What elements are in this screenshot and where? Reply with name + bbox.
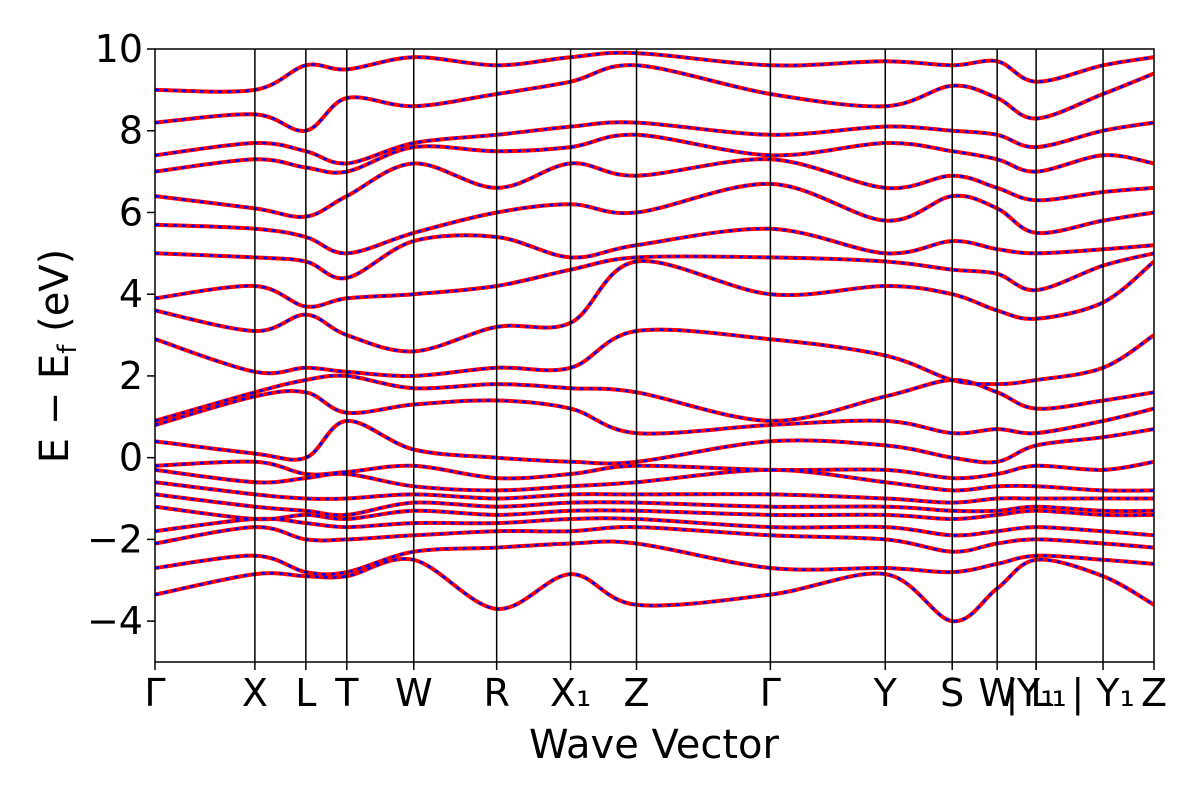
x-axis-title: Wave Vector — [529, 722, 780, 768]
y-axis-title-subscript: f — [53, 344, 83, 354]
x-tick-label: | L₁ — [1005, 671, 1066, 716]
x-tick-label: W — [978, 671, 1016, 715]
x-tick-label: X — [242, 671, 268, 715]
band-line-dashed — [155, 557, 1154, 623]
y-axis-title-unit: (eV) — [32, 249, 78, 345]
x-tick-label: Y — [873, 671, 898, 715]
y-axis-ticks: −4 −2 0 2 4 6 8 10 — [87, 27, 155, 643]
band-line-dashed — [155, 133, 1154, 174]
x-tick-label: Γ — [144, 671, 165, 715]
x-tick-label: Z — [623, 671, 649, 715]
band-line-dashed — [155, 63, 1154, 133]
y-tick-label: 2 — [119, 354, 143, 398]
y-axis-title: E − Ef (eV) — [32, 249, 83, 464]
x-tick-label: W — [395, 671, 433, 715]
y-tick-label: 4 — [119, 272, 143, 316]
x-tick-label: R — [483, 671, 509, 715]
y-tick-label: −4 — [87, 599, 143, 643]
plot-area-frame — [154, 48, 1155, 663]
x-tick-label: L — [295, 671, 316, 715]
band-line-dashed — [155, 516, 1154, 537]
band-line-dashed — [155, 182, 1154, 255]
y-tick-label: 0 — [119, 436, 143, 480]
y-tick-label: −2 — [87, 517, 143, 561]
x-tick-label: S — [940, 671, 964, 715]
kpoint-divider-lines — [254, 49, 1104, 662]
y-tick-label: 10 — [95, 27, 143, 71]
x-tick-label: Y₁ — [1016, 671, 1055, 715]
band-line-dashed — [155, 505, 1154, 521]
band-line-dashed — [155, 460, 1154, 480]
x-tick-label: Z — [1141, 671, 1167, 715]
band-line-dashed — [155, 468, 1154, 492]
x-tick-label: Γ — [760, 671, 781, 715]
x-tick-label: T — [334, 671, 359, 715]
band-line-dashed — [155, 480, 1154, 504]
x-tick-label: X₁ — [550, 671, 591, 715]
y-tick-label: 8 — [119, 109, 143, 153]
band-line-dashed — [155, 493, 1154, 517]
x-tick-label: | Y₁ — [1071, 671, 1134, 716]
band-line-dashed — [155, 525, 1154, 553]
band-line-dashed — [155, 252, 1154, 309]
y-tick-label: 6 — [119, 190, 143, 234]
